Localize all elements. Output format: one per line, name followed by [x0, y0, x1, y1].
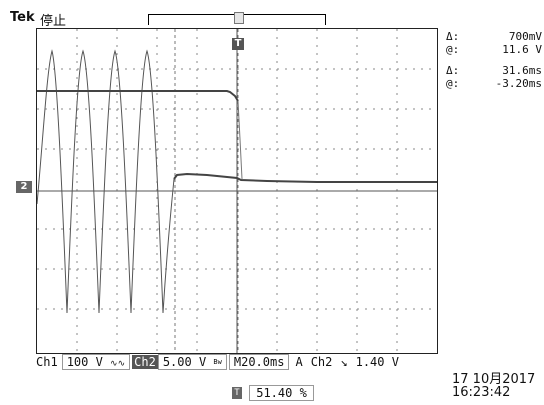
time-delta-row: Δ: 31.6ms — [446, 64, 542, 77]
acquisition-status: 停止 — [40, 14, 67, 29]
cursor-readouts: Δ: 700mV @: 11.6 V Δ: 31.6ms @: -3.20ms — [446, 30, 542, 90]
bandwidth-limit-icon: Bw — [213, 358, 222, 366]
delta-symbol: Δ: — [446, 64, 460, 77]
at-symbol: @: — [446, 77, 460, 90]
time-delta-value: 31.6ms — [502, 64, 542, 77]
ch2-scale[interactable]: 5.00 V Bw — [157, 354, 227, 370]
date-time-display: 17 10月2017 16:23:42 — [452, 373, 535, 399]
graticule-svg — [37, 29, 437, 353]
waveform-display — [36, 28, 438, 354]
voltage-at-row: @: 11.6 V — [446, 43, 542, 56]
voltage-delta-value: 700mV — [508, 30, 542, 43]
timebase-prefix: M — [233, 355, 242, 369]
timebase-value: 20.0ms — [241, 355, 285, 369]
ch1-label[interactable]: Ch1 — [36, 355, 58, 369]
voltage-delta-row: Δ: 700mV — [446, 30, 542, 43]
voltage-at-value: 11.6 V — [502, 43, 542, 56]
ch2-ground-marker: 2 — [16, 181, 32, 193]
ch2-label[interactable]: Ch2 — [132, 355, 158, 369]
date-text: 17 10月2017 — [452, 372, 536, 387]
record-trigger-marker — [234, 12, 244, 24]
ch1-scale-value: 100 V — [66, 355, 103, 369]
delta-symbol: Δ: — [446, 30, 460, 43]
time-at-value: -3.20ms — [495, 77, 542, 90]
time-at-row: @: -3.20ms — [446, 77, 542, 90]
ch1-scale[interactable]: 100 V ∿∿ — [61, 354, 131, 370]
ch1-coupling-icon: ∿∿ — [110, 359, 126, 369]
trigger-level[interactable]: 1.40 V — [355, 355, 399, 369]
graticule-center-axes — [37, 29, 437, 353]
cursor-lines — [174, 29, 239, 353]
acquisition-mode: A — [295, 355, 303, 369]
brand-logo: Tek — [10, 10, 35, 25]
ch2-waveform — [37, 90, 437, 183]
ch2-scale-value: 5.00 V — [162, 355, 207, 369]
timebase[interactable]: M20.0ms — [228, 354, 290, 370]
channel-status-bar: Ch1 100 V ∿∿ Ch2 5.00 V Bw M20.0ms A Ch2… — [36, 354, 438, 370]
falling-edge-icon[interactable]: ↘ — [340, 355, 348, 369]
ch2-transition — [237, 100, 243, 180]
trigger-position-value: 51.40 % — [249, 384, 314, 401]
time-text: 16:23:42 — [452, 385, 511, 400]
trigger-position-marker: T — [232, 38, 244, 50]
trigger-icon: T — [232, 386, 242, 399]
trigger-position-readout: T 51.40 % — [232, 384, 314, 401]
at-symbol: @: — [446, 43, 460, 56]
trigger-source[interactable]: Ch2 — [310, 355, 333, 369]
